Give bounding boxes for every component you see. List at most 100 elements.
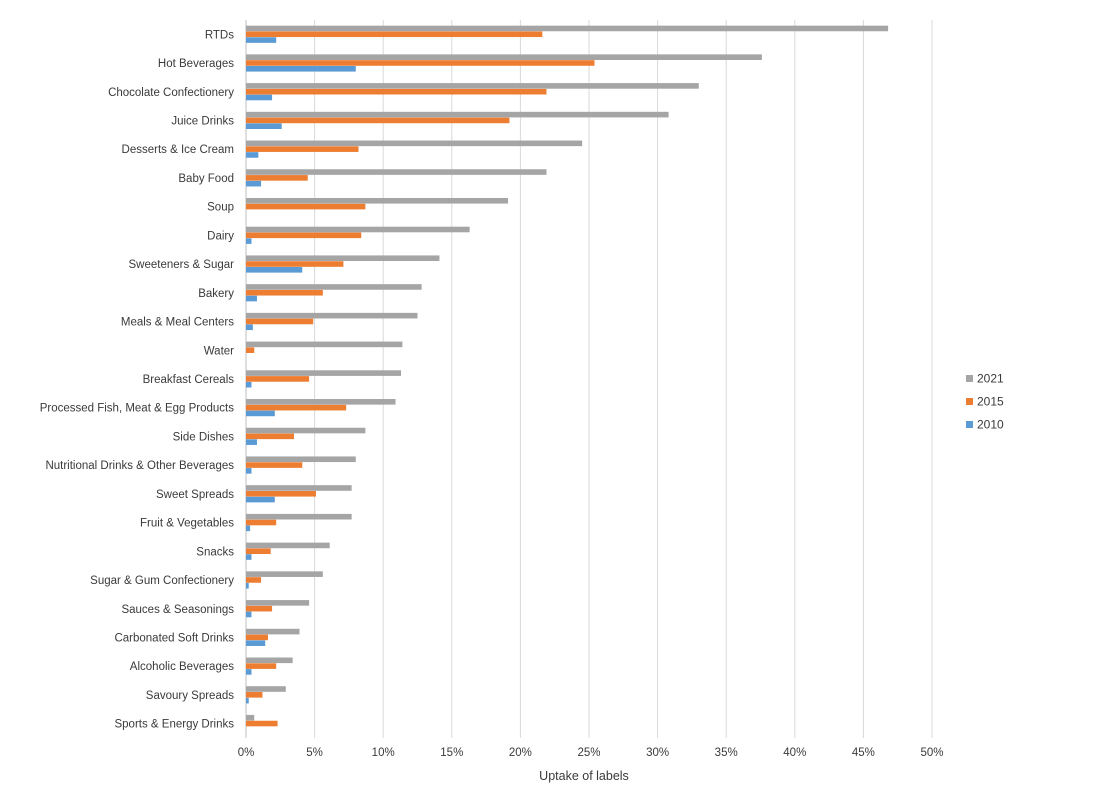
bar-2021-alcoholic-beverages (246, 657, 293, 664)
category-label: Sweet Spreads (156, 489, 234, 501)
bar-2010-fruit-vegetables (246, 525, 251, 532)
gridlines (245, 20, 933, 738)
bar-2010-bakery (246, 295, 257, 302)
category-label: Nutritional Drinks & Other Beverages (45, 460, 234, 472)
bar-2015-alcoholic-beverages (246, 663, 277, 669)
bars (246, 25, 889, 727)
bar-2015-sweet-spreads (246, 490, 316, 497)
bar-2015-breakfast-cereals (246, 376, 310, 382)
bar-2010-rtds (246, 37, 277, 43)
x-tick-label: 25% (577, 747, 600, 759)
legend-swatch-2015 (966, 398, 973, 405)
bar-2021-sports-energy-drinks (246, 714, 255, 721)
bar-2010-chocolate-confectionery (246, 94, 273, 101)
bar-2021-desserts-ice-cream (246, 140, 583, 147)
category-label: Alcoholic Beverages (130, 661, 234, 673)
category-label: Sugar & Gum Confectionery (90, 575, 234, 587)
bar-2010-alcoholic-beverages (246, 669, 252, 675)
bar-2010-sauces-seasonings (246, 611, 252, 618)
legend-label-2010: 2010 (977, 418, 1004, 432)
bar-2015-savoury-spreads (246, 692, 263, 698)
bar-2015-fruit-vegetables (246, 519, 277, 526)
bar-2021-fruit-vegetables (246, 513, 352, 520)
category-label: Side Dishes (173, 431, 235, 443)
bar-2015-snacks (246, 548, 271, 555)
bar-2021-water (246, 341, 403, 348)
bar-2010-sweeteners-sugar (246, 267, 303, 273)
x-tick-label: 5% (306, 747, 323, 759)
bar-2010-hot-beverages (246, 65, 356, 72)
legend-swatch-2021 (966, 375, 973, 382)
bar-2015-sugar-gum-confectionery (246, 577, 262, 583)
bar-2015-side-dishes (246, 433, 295, 440)
bar-2021-baby-food (246, 169, 547, 175)
bar-2015-baby-food (246, 175, 308, 181)
bar-2015-meals-meal-centers (246, 318, 314, 325)
category-label: Baby Food (178, 173, 234, 185)
bar-2015-juice-drinks (246, 117, 510, 124)
bar-2010-baby-food (246, 180, 262, 187)
bar-2021-soup (246, 197, 509, 204)
category-label: Desserts & Ice Cream (122, 144, 234, 156)
legend: 2021 2015 2010 (966, 372, 1004, 432)
bar-2010-dairy (246, 238, 252, 244)
bar-2010-snacks (246, 554, 252, 560)
category-label: Processed Fish, Meat & Egg Products (40, 403, 235, 415)
bar-2010-savoury-spreads (246, 697, 249, 704)
category-label: Sweeteners & Sugar (129, 259, 235, 271)
bar-2015-hot-beverages (246, 60, 595, 66)
x-tick-label: 40% (783, 747, 806, 759)
bar-2015-bakery (246, 289, 323, 296)
bar-2021-breakfast-cereals (246, 370, 402, 376)
category-label: Savoury Spreads (146, 690, 234, 702)
bar-2015-processed-fish-meat-egg-products (246, 404, 347, 411)
bar-2010-meals-meal-centers (246, 324, 253, 331)
x-tick-label: 35% (715, 747, 738, 759)
category-label: RTDs (205, 29, 234, 41)
bar-2010-side-dishes (246, 439, 257, 445)
category-label: Dairy (207, 230, 234, 242)
x-tick-label: 0% (238, 747, 255, 759)
x-tick-label: 50% (920, 747, 943, 759)
category-label: Meals & Meal Centers (121, 317, 234, 329)
category-labels: RTDs Hot Beverages Chocolate Confectionery… (40, 29, 235, 730)
category-label: Hot Beverages (158, 58, 234, 70)
category-label: Chocolate Confectionery (108, 87, 234, 99)
bar-2015-nutritional-drinks-other-beverages (246, 462, 303, 468)
bar-2015-desserts-ice-cream (246, 146, 359, 152)
category-label: Water (204, 345, 234, 357)
bar-2021-sugar-gum-confectionery (246, 571, 323, 577)
bar-2010-carbonated-soft-drinks (246, 640, 266, 646)
bar-2015-sauces-seasonings (246, 605, 273, 612)
bar-2021-processed-fish-meat-egg-products (246, 399, 396, 405)
bar-2021-dairy (246, 226, 470, 233)
legend-swatch-2010 (966, 421, 973, 428)
bar-2021-savoury-spreads (246, 686, 286, 692)
bar-2021-juice-drinks (246, 111, 669, 118)
bar-2015-water (246, 347, 255, 353)
bar-2021-hot-beverages (246, 54, 762, 60)
category-label: Breakfast Cereals (143, 374, 235, 386)
bar-2010-breakfast-cereals (246, 381, 252, 388)
category-label: Juice Drinks (171, 116, 234, 128)
bar-2010-processed-fish-meat-egg-products (246, 410, 275, 417)
bar-2010-sugar-gum-confectionery (246, 582, 249, 589)
x-tick-label: 20% (509, 747, 532, 759)
bar-2021-meals-meal-centers (246, 312, 418, 319)
bar-2021-rtds (246, 25, 889, 32)
x-tick-labels: 0% 5% 10% 15% 20% 25% 30% 35% 40% 45% 50% (238, 747, 944, 759)
category-label: Sports & Energy Drinks (114, 719, 234, 731)
bar-2021-sweeteners-sugar (246, 255, 440, 262)
bar-2021-snacks (246, 542, 330, 549)
bar-2015-carbonated-soft-drinks (246, 634, 268, 641)
bar-2015-rtds (246, 31, 543, 38)
bar-2015-dairy (246, 232, 362, 239)
category-label: Soup (207, 202, 234, 214)
category-label: Fruit & Vegetables (140, 518, 234, 530)
x-tick-label: 10% (372, 747, 395, 759)
bar-2010-desserts-ice-cream (246, 152, 259, 158)
x-axis-title: Uptake of labels (539, 769, 629, 783)
legend-label-2015: 2015 (977, 395, 1004, 409)
x-tick-label: 15% (440, 747, 463, 759)
